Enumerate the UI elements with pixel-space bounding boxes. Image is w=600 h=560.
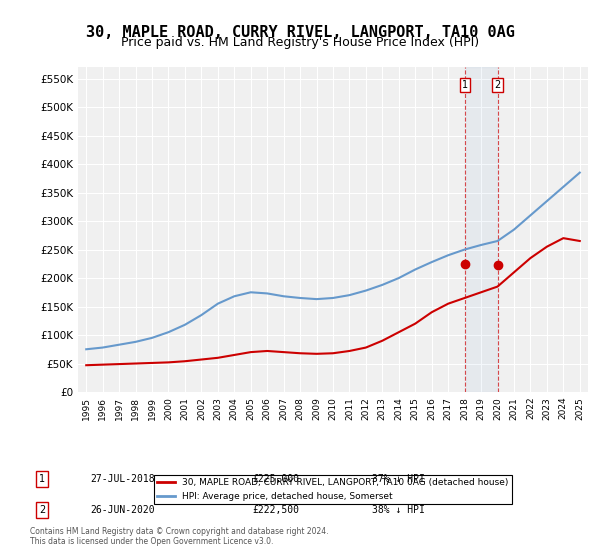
Text: 1: 1: [39, 474, 45, 484]
Text: £222,500: £222,500: [252, 505, 299, 515]
Text: 2: 2: [494, 80, 500, 90]
Text: Contains HM Land Registry data © Crown copyright and database right 2024.
This d: Contains HM Land Registry data © Crown c…: [30, 526, 329, 546]
Text: £225,000: £225,000: [252, 474, 299, 484]
Text: Price paid vs. HM Land Registry's House Price Index (HPI): Price paid vs. HM Land Registry's House …: [121, 36, 479, 49]
Text: 38% ↓ HPI: 38% ↓ HPI: [372, 505, 425, 515]
Text: 27-JUL-2018: 27-JUL-2018: [90, 474, 155, 484]
Text: 26-JUN-2020: 26-JUN-2020: [90, 505, 155, 515]
Text: 37% ↓ HPI: 37% ↓ HPI: [372, 474, 425, 484]
Bar: [464, 67, 497, 392]
Text: 1: 1: [461, 80, 467, 90]
Text: 30, MAPLE ROAD, CURRY RIVEL, LANGPORT, TA10 0AG: 30, MAPLE ROAD, CURRY RIVEL, LANGPORT, T…: [86, 25, 514, 40]
Legend: 30, MAPLE ROAD, CURRY RIVEL, LANGPORT, TA10 0AG (detached house), HPI: Average p: 30, MAPLE ROAD, CURRY RIVEL, LANGPORT, T…: [154, 475, 512, 505]
Text: 2: 2: [39, 505, 45, 515]
